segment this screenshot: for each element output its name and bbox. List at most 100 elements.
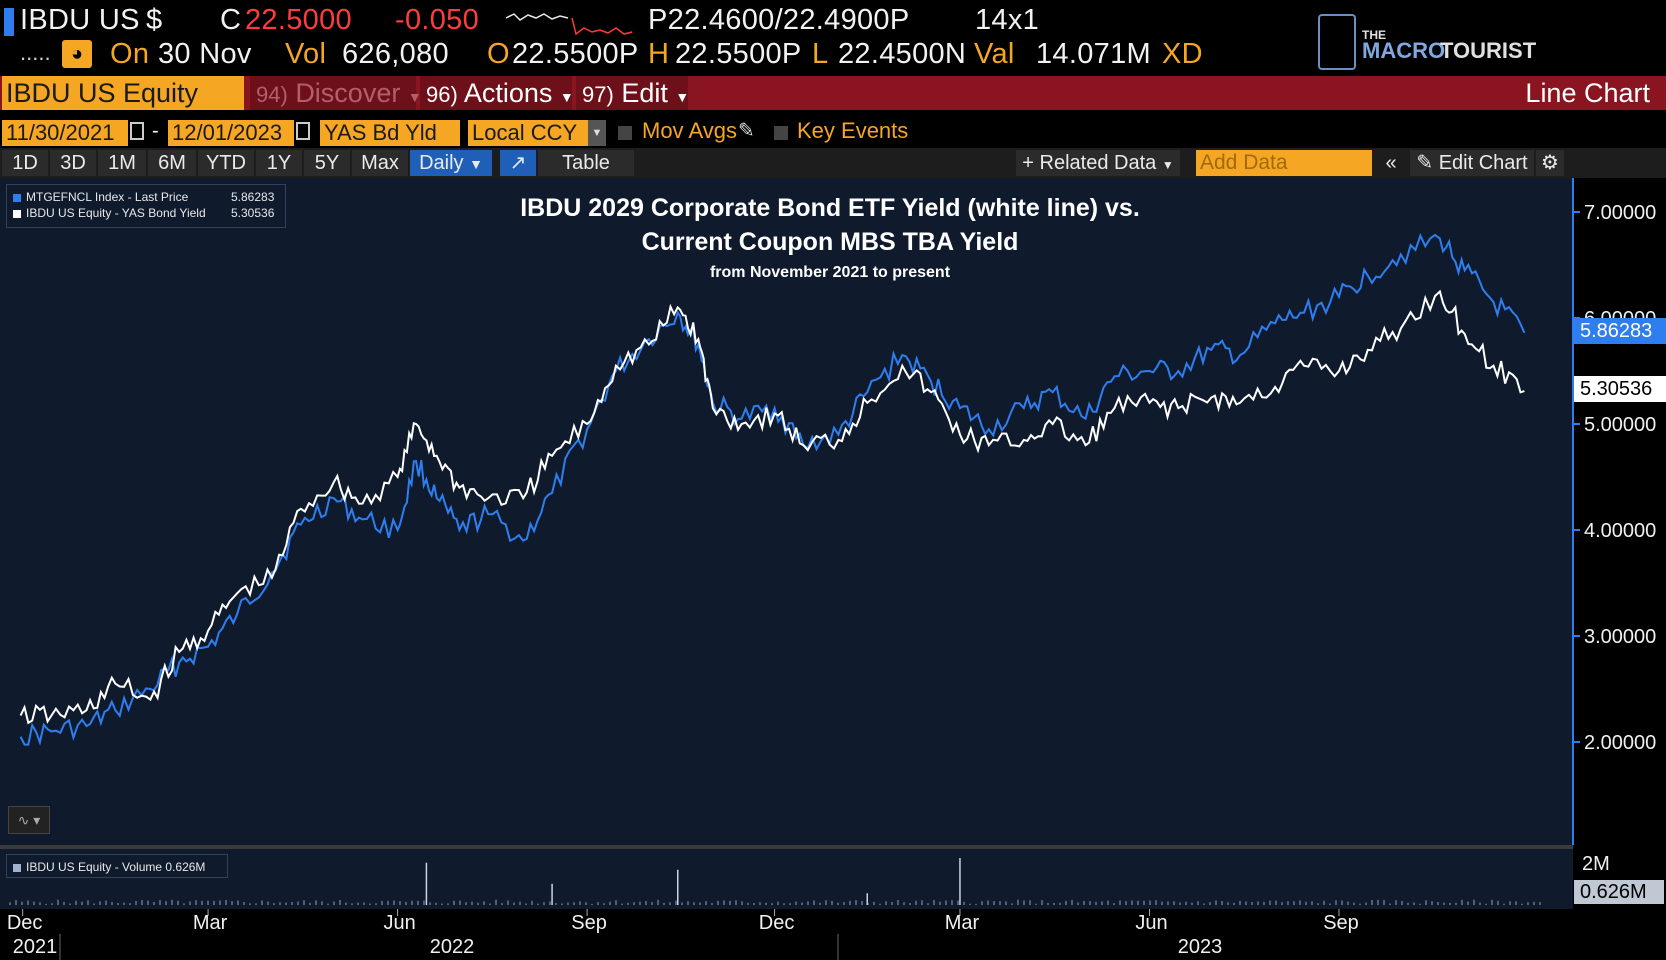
key-events-checkbox[interactable] (774, 126, 788, 140)
open-label: O (487, 38, 510, 70)
panel-divider[interactable] (0, 845, 1573, 849)
close-value: 22.5000 (245, 4, 352, 36)
x-year-label: 2023 (1178, 936, 1223, 958)
low-value: 22.4500N (838, 38, 967, 70)
period-1m[interactable]: 1M (98, 150, 146, 176)
security-field[interactable]: IBDU US Equity (2, 76, 244, 110)
add-data-input[interactable]: Add Data (1196, 150, 1372, 176)
legend-value: 5.30536 (231, 206, 275, 220)
security-header: IBDU US $ C 22.5000 -0.050 P22.4600/22.4… (0, 0, 1666, 76)
chart-title-line2: Current Coupon MBS TBA Yield (641, 228, 1019, 256)
start-date-field[interactable]: 11/30/2021 (2, 120, 128, 146)
x-month-label: Sep (1323, 912, 1359, 934)
legend-swatch (13, 863, 21, 872)
legend-swatch (13, 193, 21, 202)
logo-macro: MACRO (1362, 38, 1446, 63)
bid-ask-size: 14x1 (975, 4, 1040, 36)
currency-selector[interactable]: Local CCY (468, 120, 588, 146)
volume-last-label: 0.626M (1574, 880, 1664, 904)
speedometer-icon[interactable]: ◕ (62, 40, 92, 68)
series-ibdu-yield-line (19, 289, 1525, 725)
period-1d[interactable]: 1D (2, 150, 48, 176)
val-label: Val (974, 38, 1015, 70)
edit-menu[interactable]: 97) Edit ▼ (576, 76, 690, 110)
frequency-selector[interactable]: Daily ▼ (410, 150, 492, 176)
x-month-label: Dec (759, 912, 795, 934)
volume-label: Vol (285, 38, 327, 70)
y-tick-label: 7.00000 (1584, 202, 1656, 224)
related-data-button[interactable]: + Related Data ▼ (1016, 150, 1180, 176)
x-month-label: Dec (7, 912, 43, 934)
y-axis (1573, 178, 1666, 909)
val-value: 14.071M (1036, 38, 1151, 70)
x-month-label: Sep (571, 912, 607, 934)
gear-icon[interactable]: ⚙ (1536, 150, 1564, 176)
volume-legend[interactable]: IBDU US Equity - Volume 0.626M (6, 854, 228, 878)
xd-label: XD (1162, 38, 1203, 70)
menu-bar: IBDU US Equity 94) Discover ▼ 96) Action… (0, 76, 1666, 110)
logo-tourist: TOURIST (1440, 38, 1537, 63)
high-value: 22.5500P (675, 38, 802, 70)
period-6m[interactable]: 6M (148, 150, 196, 176)
period-1y[interactable]: 1Y (256, 150, 302, 176)
on-label: On (110, 38, 150, 70)
y-tick-label: 5.00000 (1584, 414, 1656, 436)
ticker[interactable]: IBDU US (20, 4, 140, 36)
view-title: Line Chart (1525, 78, 1650, 108)
actions-menu[interactable]: 96) Actions ▼ (420, 76, 574, 110)
legend-swatch (13, 209, 21, 218)
frequency-label: Daily (419, 152, 464, 174)
chart-subtitle: from November 2021 to present (709, 264, 951, 281)
end-date-field[interactable]: 12/01/2023 (168, 120, 294, 146)
period-max[interactable]: Max (352, 150, 408, 176)
key-events-label[interactable]: Key Events (797, 118, 909, 143)
discover-label: Discover (295, 78, 401, 108)
calendar-icon[interactable] (296, 122, 310, 140)
plus-icon: + (1022, 152, 1034, 174)
edit-chart-button[interactable]: ✎ Edit Chart (1410, 150, 1534, 176)
date-controls: 11/30/2021 - 12/01/2023 YAS Bd Yld Local… (0, 116, 1666, 148)
line-chart-icon[interactable]: ↗ (500, 150, 536, 176)
chevron-down-icon: ▼ (675, 89, 690, 105)
chart-plot-area[interactable] (0, 178, 1573, 845)
low-label: L (812, 38, 829, 70)
field-selector[interactable]: YAS Bd Yld (320, 120, 460, 146)
related-data-label: Related Data (1039, 152, 1157, 174)
period-ytd[interactable]: YTD (198, 150, 254, 176)
volume-value: 626,080 (342, 38, 449, 70)
discover-menu[interactable]: 94) Discover ▼ (250, 76, 422, 110)
logo-the: THE (1362, 28, 1386, 42)
close-label: C (220, 4, 242, 36)
y-tick-label: 4.00000 (1584, 520, 1656, 542)
legend-label: IBDU US Equity - YAS Bond Yield (26, 206, 206, 220)
x-month-label: Mar (945, 912, 980, 934)
calendar-icon[interactable] (130, 122, 144, 140)
edit-chart-label: Edit Chart (1438, 152, 1528, 174)
chevron-down-icon: ▼ (559, 89, 574, 105)
open-value: 22.5500P (512, 38, 639, 70)
period-5y[interactable]: 5Y (304, 150, 350, 176)
legend-value: 5.86283 (231, 190, 275, 204)
edit-num: 97) (582, 82, 614, 107)
x-month-label: Jun (383, 912, 415, 934)
chart-legend[interactable]: MTGEFNCL Index - Last Price 5.86283 IBDU… (6, 184, 286, 228)
high-label: H (648, 38, 670, 70)
last-value-white: 5.30536 (1574, 376, 1666, 402)
date-dash: - (152, 120, 159, 142)
chart-type-icon[interactable]: ∿ ▾ (8, 806, 50, 834)
collapse-icon[interactable]: « (1376, 150, 1406, 176)
volume-panel[interactable] (0, 849, 1573, 909)
mov-avgs-label[interactable]: Mov Avgs (642, 118, 737, 143)
legend-item-blue[interactable]: MTGEFNCL Index - Last Price (13, 190, 188, 204)
suitcase-logo-icon (1318, 14, 1356, 70)
volume-legend-label: IBDU US Equity - Volume 0.626M (26, 860, 206, 874)
mov-avgs-checkbox[interactable] (618, 126, 632, 140)
chevron-down-icon[interactable]: ▼ (588, 120, 606, 146)
period-3d[interactable]: 3D (50, 150, 96, 176)
table-button[interactable]: Table (538, 150, 634, 176)
legend-item-white[interactable]: IBDU US Equity - YAS Bond Yield (13, 206, 206, 220)
pencil-icon[interactable]: ✎ (738, 120, 755, 142)
chevron-down-icon: ▼ (469, 156, 483, 172)
x-year-label: 2021 (13, 936, 58, 958)
